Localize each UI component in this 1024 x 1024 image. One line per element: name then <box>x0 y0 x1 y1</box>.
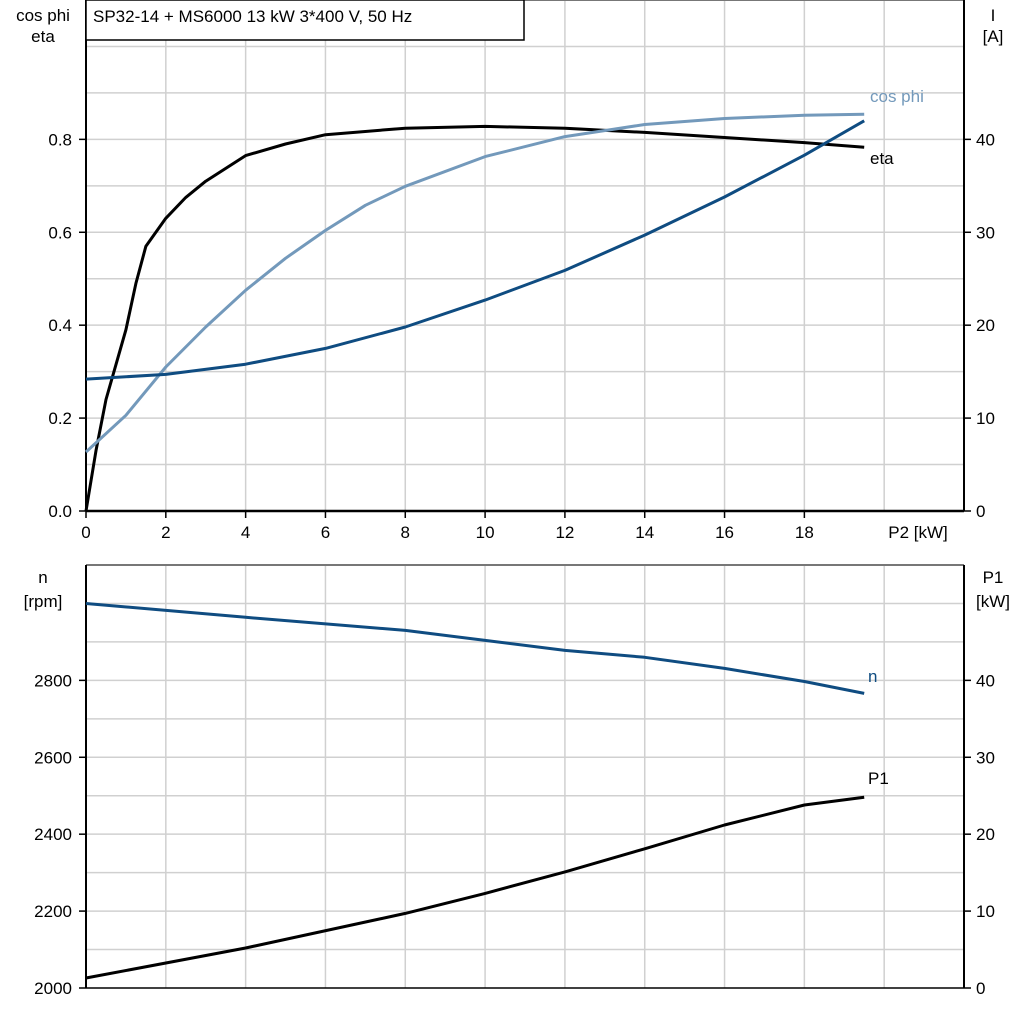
y-axis-label-right: [A] <box>983 27 1004 46</box>
x-tick-label: 0 <box>81 523 90 542</box>
y-tick-label-right: 0 <box>976 502 985 521</box>
series-line-eta <box>84 124 865 512</box>
y-tick-label-left: 2800 <box>34 671 72 690</box>
y-tick-label-right: 40 <box>976 671 995 690</box>
x-tick-label: 14 <box>635 523 654 542</box>
series-line-cos-phi <box>84 112 865 454</box>
y-tick-label-left: 0.0 <box>48 502 72 521</box>
y-tick-label-right: 40 <box>976 130 995 149</box>
y-axis-label-left: [rpm] <box>24 592 63 611</box>
y-tick-label-right: 10 <box>976 902 995 921</box>
series-label-n: n <box>868 667 877 686</box>
x-tick-label: 6 <box>321 523 330 542</box>
chart-title: SP32-14 + MS6000 13 kW 3*400 V, 50 Hz <box>93 7 412 26</box>
y-axis-label-left: cos phi <box>16 6 70 25</box>
series-label-cos-phi: cos phi <box>870 87 924 106</box>
series-line-n <box>85 602 865 695</box>
y-tick-label-left: 2600 <box>34 748 72 767</box>
series-label-eta: eta <box>870 149 894 168</box>
y-axis-label-right: I <box>991 6 996 25</box>
y-axis-label-right: P1 <box>983 568 1004 587</box>
y-axis-label-left: n <box>38 568 47 587</box>
x-tick-label: 16 <box>715 523 734 542</box>
x-tick-label: 4 <box>241 523 250 542</box>
y-tick-label-left: 0.8 <box>48 130 72 149</box>
y-tick-label-right: 10 <box>976 409 995 428</box>
y-tick-label-right: 0 <box>976 979 985 998</box>
x-tick-label: 8 <box>401 523 410 542</box>
series-line-P1 <box>85 795 865 980</box>
y-tick-label-left: 0.4 <box>48 316 72 335</box>
y-tick-label-right: 30 <box>976 223 995 242</box>
y-axis-label-right: [kW] <box>976 592 1010 611</box>
x-tick-label: 10 <box>476 523 495 542</box>
y-axis-label-left: eta <box>31 27 55 46</box>
series-label-P1: P1 <box>868 769 889 788</box>
title-box <box>85 0 525 41</box>
y-tick-label-left: 2000 <box>34 979 72 998</box>
x-axis-label: P2 [kW] <box>888 523 948 542</box>
x-tick-label: 12 <box>555 523 574 542</box>
series-line-current <box>85 119 865 381</box>
y-tick-label-left: 2200 <box>34 902 72 921</box>
x-tick-label: 18 <box>795 523 814 542</box>
y-tick-label-left: 2400 <box>34 825 72 844</box>
y-tick-label-left: 0.6 <box>48 223 72 242</box>
y-tick-label-right: 20 <box>976 316 995 335</box>
y-tick-label-right: 30 <box>976 748 995 767</box>
y-tick-label-right: 20 <box>976 825 995 844</box>
x-tick-label: 2 <box>161 523 170 542</box>
y-tick-label-left: 0.2 <box>48 409 72 428</box>
